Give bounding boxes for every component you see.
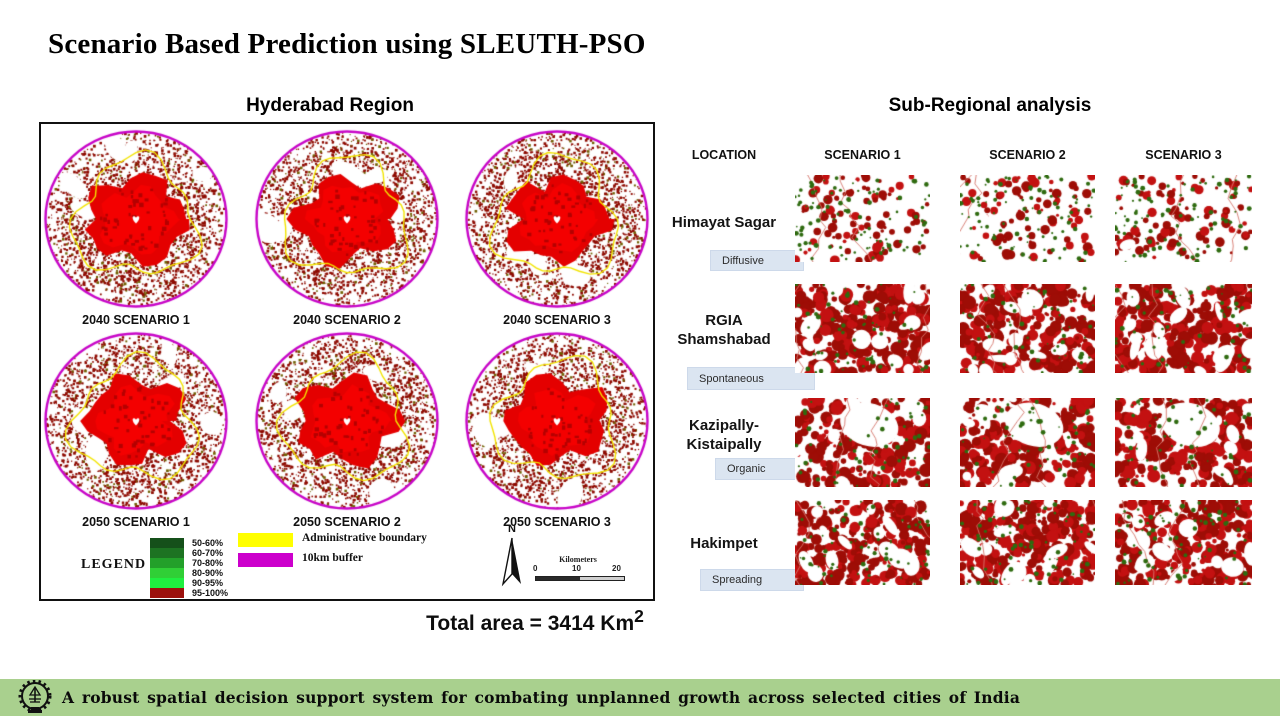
- hyderabad-panel: 2040 SCENARIO 1 2040 SCENARIO 2 2040 SCE…: [39, 122, 655, 601]
- iit-kharagpur-logo-icon: [15, 679, 55, 716]
- column-header-scenario-3: SCENARIO 3: [1145, 148, 1222, 162]
- map-2050-scenario-2: [254, 331, 440, 511]
- submap-kazipally-s3: [1115, 398, 1252, 487]
- legend-label-70-80: 70-80%: [192, 558, 224, 568]
- map-label-2040-s1: 2040 SCENARIO 1: [82, 313, 190, 327]
- legend-swatch-50-60: [150, 538, 184, 548]
- legend-label-95-100: 95-100%: [192, 588, 229, 598]
- submap-hakimpet-s1: [795, 500, 930, 585]
- buffer-swatch: [238, 553, 293, 567]
- scalebar-tick-0: 0: [533, 564, 538, 573]
- submap-rgia-s2: [960, 284, 1095, 373]
- submap-rgia-s1: [795, 284, 930, 373]
- legend-label-50-60: 50-60%: [192, 538, 224, 548]
- submap-himayat-sagar-s1: [795, 175, 930, 262]
- submap-himayat-sagar-s2: [960, 175, 1095, 262]
- map-label-2050-s1: 2050 SCENARIO 1: [82, 515, 190, 529]
- submap-kazipally-s2: [960, 398, 1095, 487]
- submap-hakimpet-s2: [960, 500, 1095, 585]
- map-label-2050-s3: 2050 SCENARIO 3: [503, 515, 611, 529]
- scalebar-segment-dark: [536, 577, 580, 580]
- submap-kazipally-s1: [795, 398, 930, 487]
- column-header-scenario-2: SCENARIO 2: [989, 148, 1066, 162]
- scalebar-ticks: 0 10 20: [530, 564, 626, 574]
- legend-label-90-95: 90-95%: [192, 578, 224, 588]
- location-rgia-shamshabad: RGIA Shamshabad: [677, 312, 771, 348]
- scalebar: [535, 576, 625, 581]
- legend-swatch-90-95: [150, 578, 184, 588]
- north-arrow-icon: [501, 537, 521, 587]
- location-hakimpet: Hakimpet: [690, 535, 758, 552]
- submap-rgia-s3: [1115, 284, 1252, 373]
- growth-type-spreading: Spreading: [700, 569, 804, 591]
- map-label-2050-s2: 2050 SCENARIO 2: [293, 515, 401, 529]
- legend-swatch-80-90: [150, 568, 184, 578]
- total-area-exponent: 2: [634, 606, 644, 626]
- page-title: Scenario Based Prediction using SLEUTH-P…: [48, 28, 646, 60]
- column-header-scenario-1: SCENARIO 1: [824, 148, 901, 162]
- admin-boundary-swatch: [238, 533, 293, 547]
- map-2050-scenario-1: [43, 331, 229, 511]
- legend-label-60-70: 60-70%: [192, 548, 224, 558]
- map-2040-scenario-1: [43, 129, 229, 309]
- submap-hakimpet-s3: [1115, 500, 1252, 585]
- map-2040-scenario-2: [254, 129, 440, 309]
- footer-text: A robust spatial decision support system…: [62, 688, 1021, 707]
- growth-type-organic: Organic: [715, 458, 805, 480]
- total-area-text: Total area = 3414 Km: [426, 612, 635, 635]
- growth-type-diffusive: Diffusive: [710, 250, 804, 271]
- map-label-2040-s3: 2040 SCENARIO 3: [503, 313, 611, 327]
- location-kazipally-kistaipally: Kazipally-Kistaipally: [686, 417, 762, 453]
- map-label-2040-s2: 2040 SCENARIO 2: [293, 313, 401, 327]
- scalebar-tick-20: 20: [612, 564, 621, 573]
- location-himayat-sagar: Himayat Sagar: [671, 214, 777, 231]
- legend-swatch-70-80: [150, 558, 184, 568]
- hyderabad-region-heading: Hyderabad Region: [246, 95, 414, 116]
- scalebar-tick-10: 10: [572, 564, 581, 573]
- submap-himayat-sagar-s3: [1115, 175, 1252, 262]
- column-header-location: LOCATION: [691, 148, 757, 162]
- footer-bar: A robust spatial decision support system…: [0, 679, 1280, 716]
- legend-swatch-95-100: [150, 588, 184, 598]
- sub-regional-heading: Sub-Regional analysis: [888, 95, 1092, 116]
- legend-title: LEGEND: [81, 557, 147, 572]
- scalebar-segment-light: [580, 577, 624, 580]
- buffer-label: 10km buffer: [302, 552, 364, 564]
- admin-boundary-label: Administrative boundary: [302, 532, 427, 544]
- north-label: N: [508, 523, 516, 535]
- map-2050-scenario-3: [464, 331, 650, 511]
- growth-type-spontaneous: Spontaneous: [687, 367, 815, 390]
- total-area-label: Total area = 3414 Km2: [404, 606, 666, 636]
- legend-swatch-60-70: [150, 548, 184, 558]
- scalebar-title: Kilometers: [559, 555, 597, 564]
- legend-label-80-90: 80-90%: [192, 568, 224, 578]
- map-2040-scenario-3: [464, 129, 650, 309]
